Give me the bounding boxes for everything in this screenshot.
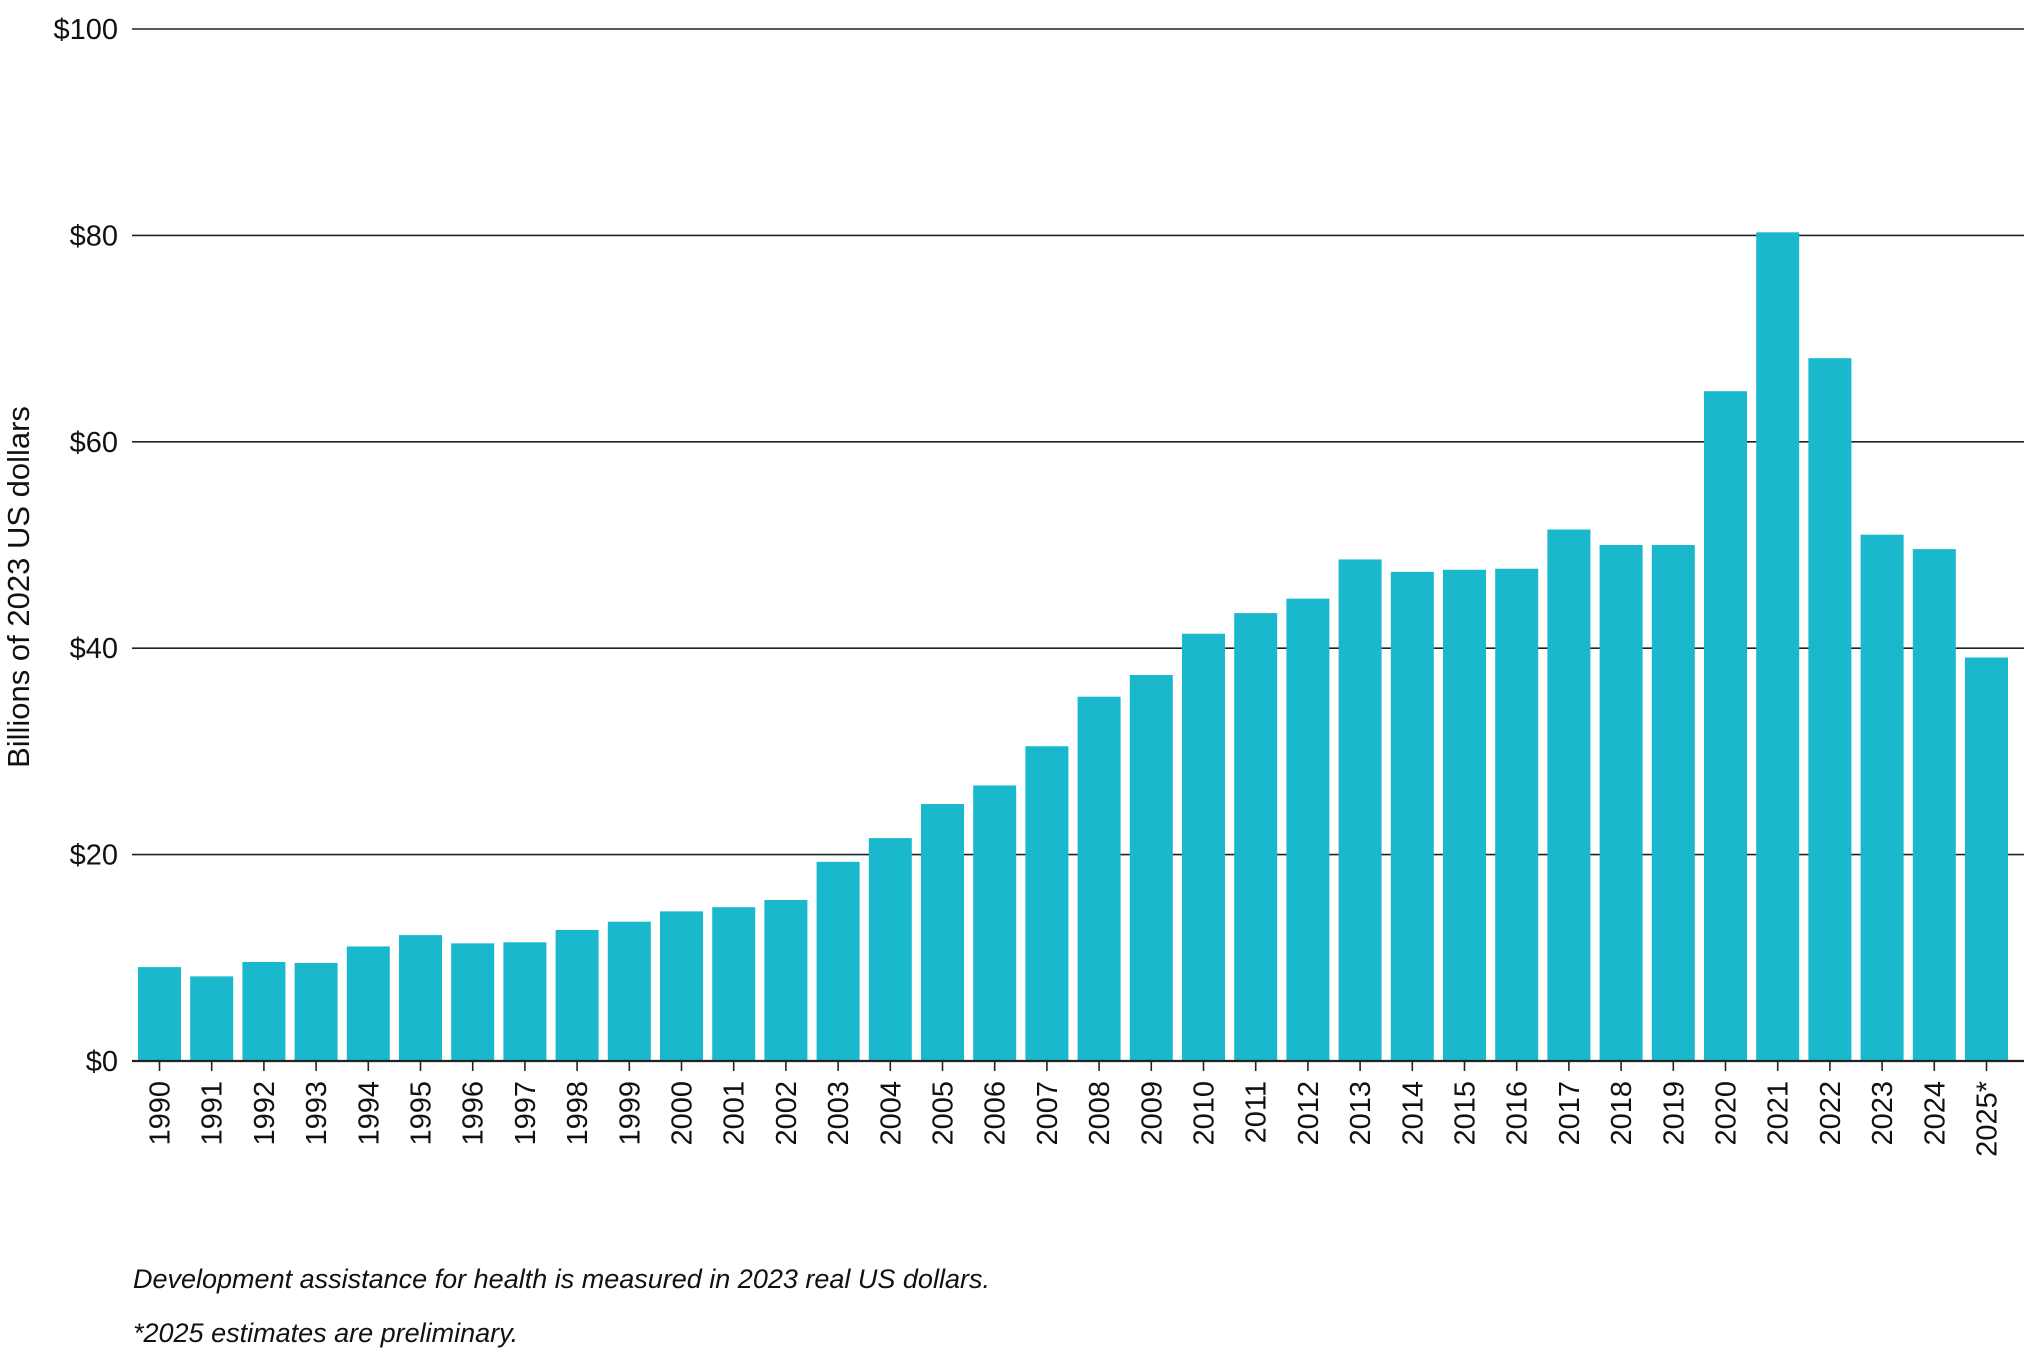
x-tick-label-1992: 1992: [249, 1081, 281, 1146]
bar-2013: [1338, 559, 1382, 1061]
bar-2018: [1599, 545, 1643, 1061]
bar-2009: [1129, 675, 1173, 1061]
x-tick-label-1993: 1993: [301, 1081, 333, 1146]
x-tick-label-2000: 2000: [667, 1081, 699, 1146]
x-tick-label-2023: 2023: [1867, 1081, 1899, 1146]
bar-2020: [1704, 391, 1747, 1061]
bar-2007: [1025, 746, 1069, 1061]
x-tick-label-2021: 2021: [1763, 1081, 1795, 1146]
x-tick-labels: 1990 1991 1992 1993 1994 1995 1996 1997 1998 1999…: [145, 1081, 2004, 1157]
y-tick-labels: $0 $20 $40 $60 $80 $100: [53, 14, 118, 1078]
bar-2017: [1547, 529, 1591, 1061]
x-tick-label-1998: 1998: [562, 1081, 594, 1146]
x-tick-label-1990: 1990: [145, 1081, 177, 1146]
x-tick-label-2002: 2002: [771, 1081, 803, 1146]
y-tick-label-20: $20: [70, 840, 118, 872]
x-tick-label-2012: 2012: [1293, 1081, 1325, 1146]
bar-2008: [1077, 696, 1121, 1061]
bar-1991: [190, 976, 234, 1061]
x-tick-label-2024: 2024: [1919, 1081, 1951, 1146]
bar-2003: [816, 861, 860, 1061]
bar-1994: [346, 946, 390, 1061]
y-tick-label-0: $0: [86, 1046, 118, 1078]
x-tick-label-2022: 2022: [1815, 1081, 1847, 1146]
x-tick-label-2001: 2001: [719, 1081, 751, 1146]
bar-1996: [451, 943, 495, 1061]
x-tick-label-2009: 2009: [1136, 1081, 1168, 1146]
x-tick-label-1999: 1999: [614, 1081, 646, 1146]
x-tick-label-1996: 1996: [458, 1081, 490, 1146]
y-tick-label-40: $40: [70, 633, 118, 665]
bar-1990: [138, 967, 181, 1061]
x-tick-label-2006: 2006: [980, 1081, 1012, 1146]
bar-1992: [242, 961, 286, 1061]
bar-2021: [1756, 232, 1800, 1061]
bar-2006: [973, 785, 1017, 1061]
x-tick-label-1991: 1991: [197, 1081, 229, 1146]
x-tick-label-2020: 2020: [1711, 1081, 1743, 1146]
axes: [132, 1059, 2024, 1071]
x-tick-label-2007: 2007: [1032, 1081, 1064, 1146]
bar-2001: [712, 907, 756, 1061]
bar-2011: [1234, 613, 1278, 1061]
bar-2016: [1495, 568, 1539, 1061]
bars: [138, 232, 2008, 1061]
bar-2000: [660, 911, 703, 1061]
footnote-preliminary: *2025 estimates are preliminary.: [133, 1318, 519, 1348]
x-tick-label-2011: 2011: [1241, 1081, 1273, 1143]
bar-2022: [1808, 358, 1852, 1061]
bar-1997: [503, 942, 547, 1061]
bar-2002: [764, 900, 808, 1061]
bar-2014: [1390, 571, 1434, 1061]
x-tick-label-2010: 2010: [1189, 1081, 1221, 1146]
bar-1998: [555, 929, 599, 1061]
bar-2019: [1651, 545, 1695, 1061]
x-tick-label-2004: 2004: [875, 1081, 907, 1146]
bar-1999: [607, 921, 651, 1061]
x-tick-label-2005: 2005: [928, 1081, 960, 1146]
bar-2010: [1182, 633, 1225, 1061]
bar-2012: [1286, 598, 1330, 1061]
x-tick-label-1994: 1994: [353, 1081, 385, 1146]
x-tick-label-2003: 2003: [823, 1081, 855, 1146]
y-axis-title: Billions of 2023 US dollars: [1, 406, 36, 768]
x-tick-label-2014: 2014: [1397, 1081, 1429, 1146]
y-tick-label-60: $60: [70, 427, 118, 459]
x-tick-label-1995: 1995: [406, 1081, 438, 1146]
bar-2004: [868, 838, 912, 1061]
x-tick-label-2018: 2018: [1606, 1081, 1638, 1146]
bar-2024: [1912, 549, 1956, 1061]
x-tick-label-1997: 1997: [510, 1081, 542, 1146]
y-tick-label-100: $100: [53, 14, 118, 46]
y-tick-label-80: $80: [70, 220, 118, 252]
bar-2015: [1443, 569, 1486, 1061]
x-tick-label-2019: 2019: [1658, 1081, 1690, 1146]
x-tick-label-2017: 2017: [1554, 1081, 1586, 1146]
x-tick-label-2025: 2025*: [1972, 1081, 2004, 1157]
footnote-measure: Development assistance for health is mea…: [133, 1264, 990, 1294]
x-tick-label-2015: 2015: [1450, 1081, 1482, 1146]
x-tick-label-2016: 2016: [1502, 1081, 1534, 1146]
bar-2005: [921, 804, 964, 1061]
bar-1993: [294, 962, 338, 1061]
x-tick-label-2013: 2013: [1345, 1081, 1377, 1146]
bar-2025: [1965, 657, 2008, 1061]
bar-2023: [1860, 534, 1904, 1061]
bar-1995: [399, 935, 442, 1061]
x-tick-label-2008: 2008: [1084, 1081, 1116, 1146]
